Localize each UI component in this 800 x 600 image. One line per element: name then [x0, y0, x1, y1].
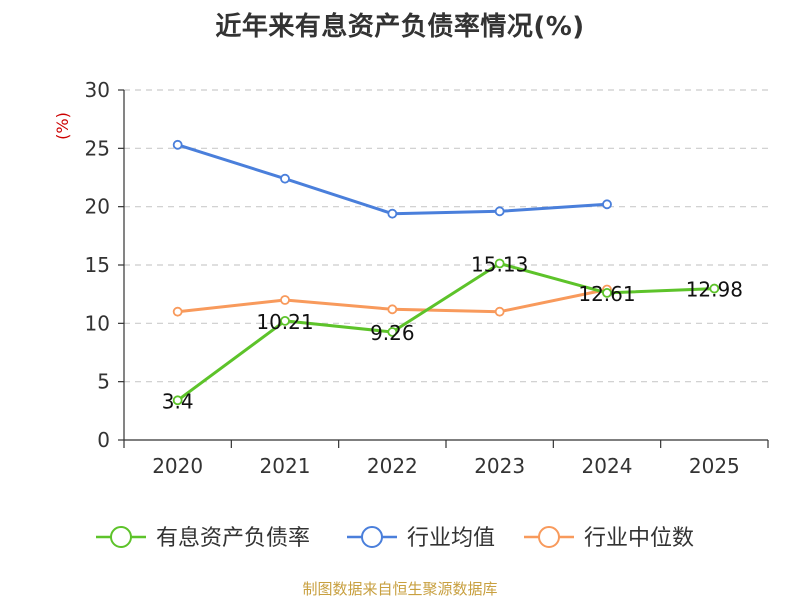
- grid-lines: [124, 89, 768, 383]
- y-tick-label-15: 15: [85, 253, 110, 277]
- data-label-2023: 15.13: [471, 252, 528, 276]
- legend-label-1: 行业均值: [407, 526, 495, 551]
- series-1-point-2020: [172, 139, 183, 150]
- y-axis-label: (%): [53, 112, 72, 140]
- data-label-2025: 12.98: [686, 278, 743, 302]
- series-0-point-2020: [172, 395, 183, 406]
- x-tick-label-2025: 2025: [689, 454, 740, 478]
- x-tick-label-2023: 2023: [474, 454, 525, 478]
- series-2: [172, 284, 612, 317]
- series-1: [172, 139, 612, 219]
- series-1-point-2023: [494, 206, 505, 217]
- series-0: [172, 258, 720, 406]
- series-0-point-2022: [387, 327, 398, 337]
- legend-label-2: 行业中位数: [584, 526, 694, 551]
- series-2-point-2023: [494, 306, 505, 317]
- y-tick-label-30: 30: [85, 78, 110, 102]
- series-0-point-2025: [709, 283, 720, 294]
- series-0-point-2024: [602, 287, 612, 298]
- series-2-point-2020: [172, 306, 183, 317]
- y-tick-label-20: 20: [85, 195, 110, 219]
- legend-label-0: 有息资产负债率: [156, 526, 310, 551]
- legend-swatch-marker-0: [110, 526, 132, 548]
- series-1-point-2021: [280, 173, 290, 184]
- data-label-2022: 9.26: [370, 321, 415, 345]
- y-tick-label-10: 10: [85, 311, 110, 335]
- series-2-point-2021: [280, 295, 290, 305]
- legend: 有息资产负债率 行业均值 行业中位数: [96, 526, 694, 551]
- legend-swatch-marker-1: [361, 526, 383, 548]
- y-tick-label-5: 5: [97, 370, 110, 394]
- legend-item-1: 行业均值: [347, 526, 495, 551]
- series-lines: [172, 139, 720, 406]
- series-line-0: [176, 262, 715, 402]
- data-label-2021: 10.21: [256, 310, 313, 334]
- data-label-2020: 3.4: [162, 389, 194, 413]
- series-0-point-2021: [280, 315, 290, 326]
- source-note: 制图数据来自恒生聚源数据库: [302, 580, 498, 598]
- series-0-point-2023: [494, 258, 505, 269]
- y-tick-label-0: 0: [97, 428, 110, 452]
- chart-title: 近年来有息资产负债率情况(%): [215, 12, 585, 42]
- data-label-2024: 12.61: [578, 282, 635, 306]
- legend-item-0: 有息资产负债率: [96, 526, 310, 551]
- y-tick-label-25: 25: [85, 136, 110, 160]
- x-tick-label-2021: 2021: [260, 454, 311, 478]
- x-tick-label-2020: 2020: [152, 454, 203, 478]
- data-labels: 3.4 10.21 9.26 15.13 12.61 12.98: [162, 252, 743, 413]
- series-1-point-2022: [387, 208, 398, 219]
- series-2-point-2022: [387, 304, 398, 315]
- series-1-point-2024: [602, 199, 612, 210]
- legend-item-2: 行业中位数: [524, 526, 694, 551]
- x-tick-label-2024: 2024: [582, 454, 633, 478]
- series-line-1: [177, 143, 608, 216]
- legend-swatch-marker-2: [538, 526, 560, 548]
- x-tick-label-2022: 2022: [367, 454, 418, 478]
